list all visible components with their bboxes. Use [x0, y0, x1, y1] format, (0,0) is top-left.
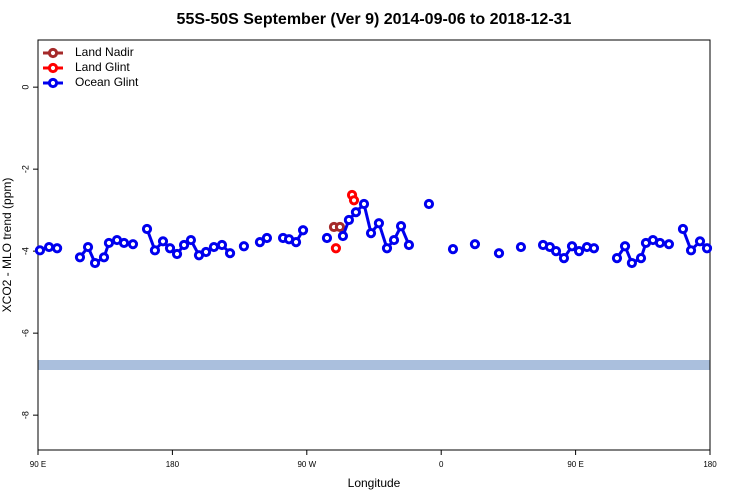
point	[701, 243, 713, 254]
point	[89, 257, 101, 269]
point	[685, 245, 697, 256]
point	[261, 232, 273, 244]
point	[334, 221, 346, 233]
point	[515, 241, 527, 253]
point	[290, 237, 302, 248]
legend-label: Land Glint	[75, 60, 130, 74]
point	[330, 243, 342, 254]
point	[493, 248, 505, 259]
point	[74, 252, 86, 263]
y-tick-label: 0	[20, 85, 30, 90]
point	[343, 214, 355, 226]
point	[395, 221, 407, 232]
x-axis-label: Longitude	[348, 476, 401, 490]
point	[82, 241, 94, 253]
point	[403, 239, 415, 251]
point	[573, 246, 585, 257]
point	[254, 237, 266, 248]
point	[52, 243, 63, 254]
point	[550, 246, 562, 257]
y-tick-label: -6	[20, 329, 30, 337]
point	[157, 236, 169, 247]
point	[178, 239, 190, 251]
point	[141, 223, 153, 235]
point	[558, 253, 570, 264]
point	[224, 248, 236, 259]
point	[447, 244, 459, 255]
point	[34, 245, 46, 256]
point	[619, 241, 631, 252]
point	[185, 234, 197, 246]
x-tick-label: 90 W	[297, 460, 316, 469]
x-tick-label: 90 E	[567, 460, 583, 469]
point	[337, 230, 349, 242]
point	[358, 198, 370, 210]
point	[423, 198, 435, 210]
point	[611, 253, 623, 264]
point	[321, 232, 333, 244]
y-tick-label: -2	[20, 165, 30, 173]
point	[171, 248, 183, 260]
point	[149, 245, 161, 256]
point	[469, 239, 481, 250]
point	[626, 257, 637, 269]
point	[348, 195, 360, 206]
point	[381, 243, 393, 254]
point	[677, 223, 689, 235]
point	[388, 234, 400, 246]
point	[654, 237, 666, 249]
legend-label: Ocean Glint	[75, 75, 139, 89]
y-tick-label: -8	[20, 411, 30, 419]
point	[103, 237, 115, 249]
legend-marker	[47, 62, 59, 74]
chart-title: 55S-50S September (Ver 9) 2014-09-06 to …	[177, 11, 572, 28]
point	[694, 236, 706, 247]
point	[216, 239, 228, 251]
point	[663, 239, 675, 250]
x-tick-label: 0	[439, 460, 444, 469]
x-tick-label: 180	[703, 460, 717, 469]
point	[566, 241, 578, 252]
x-tick-label: 180	[166, 460, 180, 469]
y-tick-label: -4	[20, 247, 30, 255]
point	[588, 243, 600, 254]
point	[238, 241, 250, 252]
point	[164, 243, 176, 254]
legend-label: Land Nadir	[75, 45, 134, 59]
point	[365, 228, 377, 239]
point	[635, 253, 647, 264]
point	[373, 218, 385, 229]
point	[208, 241, 220, 253]
point	[350, 207, 362, 218]
plot-frame	[37, 39, 711, 451]
legend-marker	[47, 47, 59, 59]
point	[200, 246, 212, 258]
x-tick-label: 90 E	[30, 460, 46, 469]
point	[98, 252, 110, 263]
point	[127, 239, 139, 250]
point	[43, 241, 55, 253]
map-strip	[38, 360, 710, 370]
y-axis-label: XCO2 - MLO trend (ppm)	[0, 178, 14, 313]
legend-marker	[47, 77, 59, 89]
point	[297, 225, 309, 236]
point	[118, 237, 130, 249]
